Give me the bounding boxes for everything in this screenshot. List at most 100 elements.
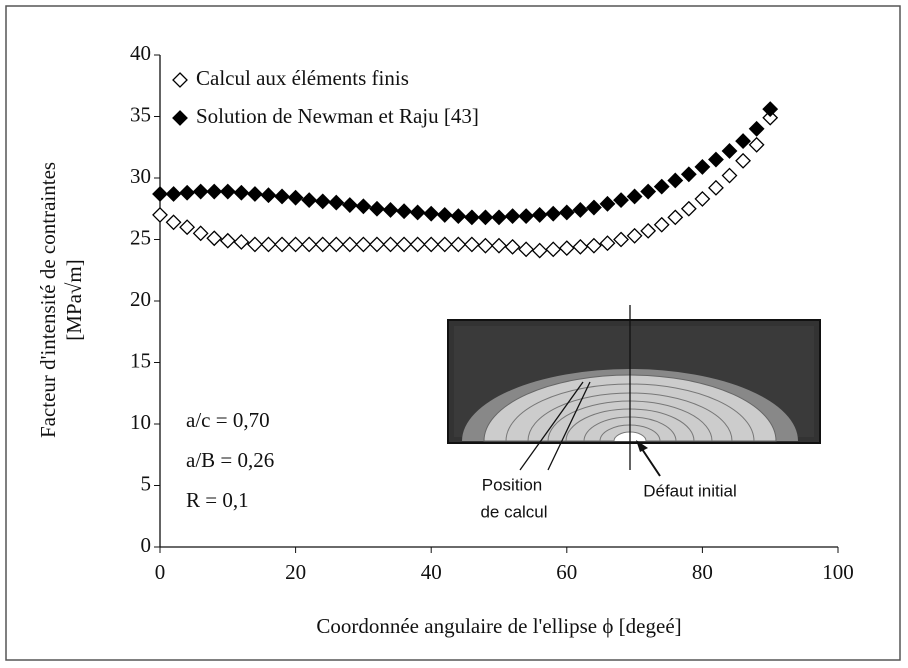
y-tick-label: 0 <box>141 533 152 557</box>
data-point <box>477 209 494 226</box>
data-point <box>287 236 304 253</box>
legend-marker <box>172 72 188 88</box>
data-point <box>762 109 779 126</box>
data-point <box>341 236 358 253</box>
data-point <box>341 197 358 213</box>
data-point <box>572 202 589 218</box>
data-point <box>355 198 372 215</box>
y-axis-label: Facteur d'intensité de contraintes <box>36 162 60 438</box>
data-point <box>206 183 223 200</box>
y-tick-label: 20 <box>130 287 151 311</box>
data-point <box>491 237 507 254</box>
data-point <box>423 205 440 222</box>
data-point <box>708 179 724 196</box>
data-point <box>274 188 290 205</box>
data-point <box>206 230 223 247</box>
data-point <box>545 205 562 222</box>
data-point <box>721 143 738 159</box>
data-point <box>613 231 629 248</box>
data-point <box>531 242 548 259</box>
inset-label: Position <box>482 475 542 494</box>
data-point <box>382 202 399 218</box>
data-point <box>599 195 616 212</box>
data-point <box>314 236 331 253</box>
data-point <box>287 189 304 206</box>
data-point <box>219 183 236 200</box>
data-point <box>694 159 711 175</box>
data-point <box>667 172 684 189</box>
y-axis-label: [MPa√m] <box>62 259 86 341</box>
annotation: a/B = 0,26 <box>186 448 274 472</box>
data-point <box>192 183 209 200</box>
data-point <box>463 236 480 253</box>
x-tick-label: 40 <box>421 560 442 584</box>
legend-marker <box>172 110 188 126</box>
data-point <box>369 200 385 217</box>
data-point <box>152 186 168 202</box>
data-point <box>328 236 345 253</box>
data-point <box>301 192 318 209</box>
y-tick-label: 25 <box>130 225 151 249</box>
data-point <box>491 209 507 226</box>
data-point <box>572 238 589 255</box>
data-point <box>748 120 765 137</box>
x-tick-label: 80 <box>692 560 713 584</box>
data-point <box>260 236 277 253</box>
data-point <box>667 209 684 226</box>
data-point <box>640 222 657 239</box>
data-point <box>626 188 643 205</box>
data-point <box>328 194 345 211</box>
data-point <box>233 234 250 250</box>
data-point <box>735 152 751 169</box>
data-point <box>247 186 263 202</box>
legend-label: Calcul aux éléments finis <box>196 66 409 90</box>
data-point <box>545 241 562 258</box>
data-point <box>382 236 399 253</box>
data-point <box>762 101 779 118</box>
data-point <box>531 206 548 223</box>
data-point <box>653 178 670 195</box>
data-point <box>518 208 535 225</box>
data-point <box>626 227 643 244</box>
annotation: R = 0,1 <box>186 488 249 512</box>
data-point <box>748 136 765 153</box>
data-point <box>219 232 236 249</box>
inset-label: Défaut initial <box>643 481 737 500</box>
data-point <box>396 236 412 253</box>
data-point <box>680 200 697 217</box>
data-point <box>165 214 182 231</box>
data-point <box>640 183 657 200</box>
data-point <box>586 237 602 254</box>
data-point <box>233 184 250 201</box>
data-point <box>436 236 453 253</box>
data-point <box>694 190 711 207</box>
data-point <box>179 219 196 236</box>
annotation: a/c = 0,70 <box>186 408 270 432</box>
data-point <box>301 236 318 253</box>
x-tick-label: 60 <box>556 560 577 584</box>
data-point <box>680 166 697 183</box>
data-point <box>152 206 168 223</box>
x-tick-label: 20 <box>285 560 306 584</box>
x-tick-label: 0 <box>155 560 166 584</box>
data-point <box>165 186 182 202</box>
data-point <box>558 240 575 257</box>
x-axis-label: Coordonnée angulaire de l'ellipse ϕ [deg… <box>316 614 681 638</box>
data-point <box>504 238 521 255</box>
x-tick-label: 100 <box>822 560 854 584</box>
data-point <box>599 235 616 252</box>
data-point <box>260 187 277 204</box>
data-point <box>355 236 372 253</box>
data-point <box>396 203 412 220</box>
inset-label: de calcul <box>480 502 547 521</box>
data-point <box>179 184 196 201</box>
data-point <box>409 236 426 253</box>
y-tick-label: 5 <box>141 471 152 495</box>
data-point <box>192 225 209 242</box>
data-point <box>558 204 575 221</box>
inset-figure <box>447 305 821 477</box>
data-point <box>409 204 426 221</box>
data-point <box>586 199 602 216</box>
data-point <box>735 133 751 150</box>
